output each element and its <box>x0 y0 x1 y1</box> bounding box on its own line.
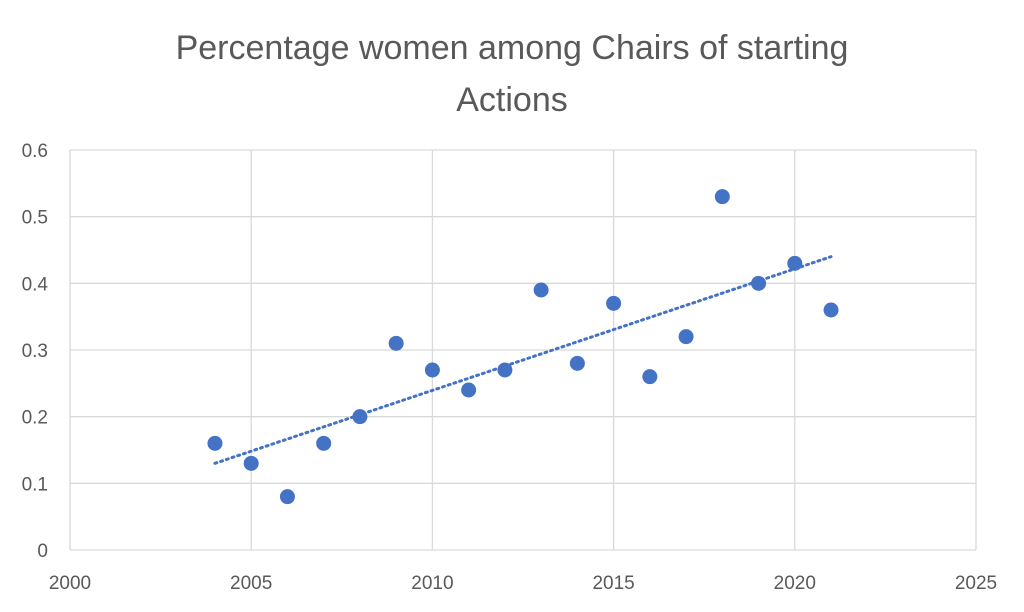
x-tick-label: 2010 <box>411 573 453 594</box>
data-point <box>714 189 730 205</box>
x-tick-label: 2000 <box>49 573 91 594</box>
x-tick-label: 2020 <box>774 573 816 594</box>
data-point <box>424 362 440 378</box>
data-point <box>751 275 767 291</box>
y-tick-label: 0 <box>37 541 48 562</box>
data-point <box>642 369 658 385</box>
trendline <box>213 255 833 465</box>
data-point <box>533 282 549 298</box>
data-point <box>352 409 368 425</box>
data-point <box>207 435 223 451</box>
y-tick-label: 0.3 <box>22 341 48 362</box>
data-point <box>279 489 295 505</box>
chart-title-line-2: Actions <box>456 81 568 119</box>
data-point <box>606 295 622 311</box>
x-tick-label: 2005 <box>230 573 272 594</box>
trendline-layer <box>213 255 833 465</box>
data-point <box>388 335 404 351</box>
x-tick-label: 2015 <box>592 573 634 594</box>
data-point <box>787 255 803 271</box>
chart-title-line-1: Percentage women among Chairs of startin… <box>175 29 849 67</box>
axis-tick-labels: 0 0.1 0.2 0.3 0.4 0.5 0.6 2000 2005 2010 2015 2020 2… <box>22 141 998 594</box>
y-tick-label: 0.2 <box>22 408 48 429</box>
data-point <box>461 382 477 398</box>
y-tick-label: 0.6 <box>22 141 48 162</box>
y-tick-label: 0.5 <box>22 208 48 229</box>
gridlines <box>69 149 977 551</box>
data-point <box>569 355 585 371</box>
y-tick-label: 0.1 <box>22 474 48 495</box>
data-point <box>823 302 839 318</box>
data-point <box>243 455 259 471</box>
x-tick-label: 2025 <box>955 573 997 594</box>
data-point <box>678 329 694 345</box>
y-tick-label: 0.4 <box>22 274 49 295</box>
data-point <box>316 435 332 451</box>
data-points <box>207 189 839 505</box>
data-point <box>497 362 513 378</box>
chart-title: Percentage women among Chairs of startin… <box>0 22 1024 126</box>
